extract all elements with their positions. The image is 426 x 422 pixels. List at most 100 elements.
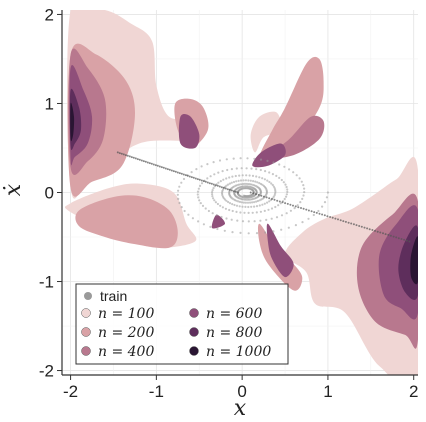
train-point: [184, 174, 187, 177]
train-point: [384, 233, 387, 236]
train-point: [382, 232, 384, 235]
train-point: [172, 170, 175, 173]
train-point: [302, 194, 305, 197]
train-point: [253, 220, 256, 223]
train-point: [239, 157, 242, 160]
train-point: [312, 213, 315, 217]
train-point: [280, 178, 283, 182]
train-point: [116, 151, 119, 154]
train-point: [206, 181, 209, 184]
train-point: [259, 168, 262, 172]
train-point: [281, 201, 284, 204]
train-point: [162, 166, 165, 169]
train-point: [268, 180, 271, 184]
train-point: [279, 202, 282, 205]
train-point: [366, 227, 369, 230]
train-point: [207, 209, 210, 213]
train-point: [255, 175, 258, 178]
train-point: [286, 202, 289, 205]
train-point: [211, 191, 214, 194]
legend-marker: [189, 308, 199, 318]
train-point: [251, 201, 254, 204]
train-point: [352, 223, 355, 226]
train-point: [329, 216, 332, 218]
train-point: [242, 179, 245, 182]
train-point: [258, 204, 261, 207]
train-point: [318, 212, 321, 215]
x-axis-label: x: [234, 396, 247, 421]
train-point: [245, 174, 248, 177]
train-point: [274, 205, 277, 209]
train-point: [285, 212, 288, 215]
train-point: [238, 200, 242, 203]
train-point: [260, 194, 263, 197]
train-point: [347, 221, 350, 224]
train-point: [272, 161, 275, 164]
train-point: [142, 160, 145, 163]
train-point: [355, 224, 358, 227]
train-point: [288, 168, 291, 171]
train-point: [122, 153, 125, 156]
train-point: [150, 162, 153, 165]
train-point: [285, 193, 288, 196]
region-600-14: [252, 143, 286, 168]
train-point: [209, 225, 212, 228]
train-point: [136, 158, 139, 161]
train-point: [292, 171, 295, 174]
train-point: [204, 180, 207, 183]
train-point: [254, 180, 257, 183]
train-point: [268, 197, 271, 200]
train-point: [387, 233, 390, 236]
train-point: [292, 204, 294, 207]
train-point: [220, 186, 223, 189]
train-point: [188, 175, 191, 178]
train-point: [273, 187, 276, 190]
train-point: [339, 219, 342, 222]
train-point: [196, 190, 200, 193]
train-point: [144, 160, 147, 163]
train-point: [237, 179, 240, 182]
train-point: [272, 185, 275, 188]
train-point: [230, 218, 233, 221]
train-point: [301, 221, 304, 224]
train-point: [277, 204, 280, 207]
train-point: [256, 181, 259, 184]
train-point: [244, 205, 247, 208]
train-point: [271, 183, 274, 187]
train-point: [268, 200, 271, 203]
y-tick-label: 1: [45, 94, 54, 113]
train-point: [204, 207, 207, 210]
train-point: [246, 182, 249, 186]
train-point: [276, 199, 279, 202]
train-point: [278, 176, 281, 179]
train-point: [140, 159, 143, 162]
train-point: [197, 196, 200, 199]
train-point: [166, 168, 169, 171]
y-tick-label: -2: [39, 362, 54, 381]
train-point: [196, 193, 199, 196]
train-point: [238, 174, 241, 177]
train-point: [199, 184, 202, 187]
train-point: [278, 163, 281, 166]
train-point: [255, 205, 259, 208]
train-point: [286, 188, 289, 191]
train-point: [219, 204, 222, 207]
train-point: [253, 157, 256, 160]
train-point: [241, 183, 244, 186]
train-point: [156, 164, 159, 167]
train-point: [265, 196, 268, 199]
train-point: [239, 179, 243, 182]
legend-label: n = 1000: [206, 344, 271, 360]
train-point: [249, 201, 252, 204]
train-point: [232, 190, 235, 193]
train-point: [313, 211, 316, 214]
train-point: [298, 177, 301, 180]
train-point: [223, 229, 226, 232]
train-point: [201, 204, 205, 207]
train-point: [226, 168, 229, 172]
region-600-16: [211, 214, 226, 229]
region-1000-20: [70, 102, 75, 142]
train-point: [303, 187, 306, 190]
train-point: [235, 204, 239, 207]
train-point: [228, 188, 231, 191]
